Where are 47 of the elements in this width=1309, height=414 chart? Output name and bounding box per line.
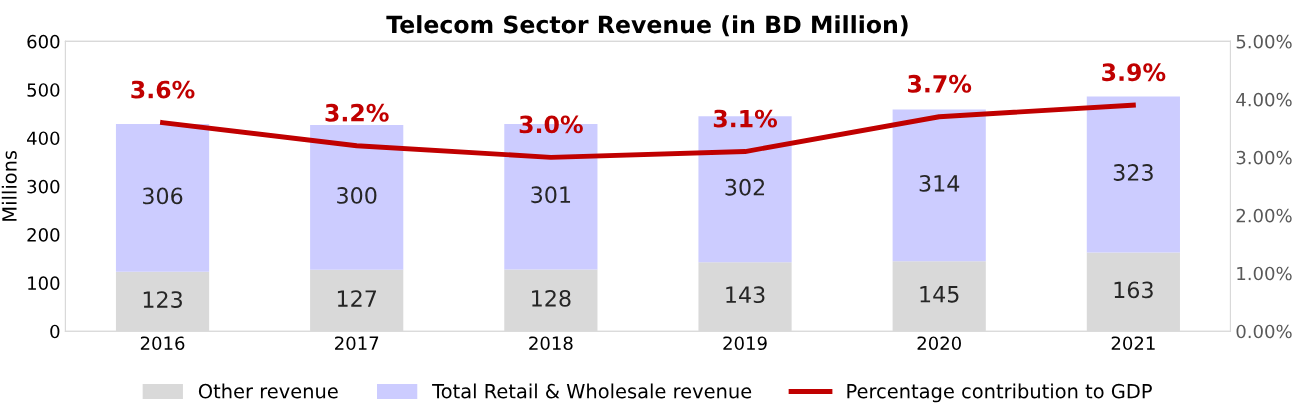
data-label: 3.2% — [325, 103, 389, 122]
data-label: 163 — [1114, 281, 1153, 299]
data-label: 143 — [726, 286, 765, 304]
bar — [892, 109, 986, 262]
bar — [1086, 96, 1180, 253]
x-tick-label: 2017 — [335, 336, 379, 351]
y-axis-title: Millions — [1, 150, 17, 221]
x-tick-label: 2016 — [140, 336, 185, 351]
y2-tick-label: 4.00% — [1236, 92, 1292, 107]
bar — [310, 124, 404, 270]
data-label: 3.6% — [131, 80, 195, 99]
x-tick-label: 2018 — [529, 336, 573, 351]
data-label: 314 — [919, 174, 960, 192]
legend-label: Other revenue — [198, 383, 338, 399]
y2-tick-label: 2.00% — [1236, 208, 1292, 223]
bar — [115, 123, 210, 272]
data-label: 301 — [531, 186, 571, 204]
x-tick-label: 2019 — [723, 336, 767, 351]
y2-tick-label: 5.00% — [1236, 34, 1292, 49]
x-tick-label: 2021 — [1111, 336, 1155, 351]
line-series — [160, 102, 1136, 160]
y-tick-label: 400 — [27, 131, 60, 146]
y-tick-label: 200 — [27, 228, 60, 242]
y-tick-label: 600 — [27, 34, 60, 49]
chart-title: Telecom Sector Revenue (in BD Million) — [386, 15, 908, 37]
y2-tick-label: 3.00% — [1236, 150, 1292, 165]
y-tick-label: 100 — [28, 276, 60, 291]
legend-label: Total Retail & Wholesale revenue — [432, 383, 752, 399]
data-label: 3.0% — [519, 115, 583, 134]
data-label: 302 — [725, 178, 765, 196]
y2-tick-label: 0.00% — [1236, 324, 1292, 339]
y-tick-label: 0 — [50, 324, 60, 339]
y2-tick-label: 1.00% — [1237, 266, 1292, 281]
data-label: 300 — [337, 187, 377, 204]
data-label: 3.7% — [908, 74, 972, 93]
data-label: 323 — [1113, 164, 1153, 181]
x-tick-label: 2020 — [917, 336, 961, 351]
data-label: 3.9% — [1102, 63, 1166, 82]
data-label: 127 — [337, 290, 377, 307]
data-label: 145 — [920, 286, 959, 303]
data-label: 3.1% — [713, 109, 778, 128]
data-label: 123 — [143, 291, 182, 308]
y-tick-label: 500 — [27, 83, 60, 97]
data-label: 306 — [143, 187, 183, 205]
y-tick-label: 300 — [27, 179, 60, 194]
legend-label: Percentage contribution to GDP — [847, 383, 1152, 403]
data-label: 128 — [532, 289, 571, 307]
